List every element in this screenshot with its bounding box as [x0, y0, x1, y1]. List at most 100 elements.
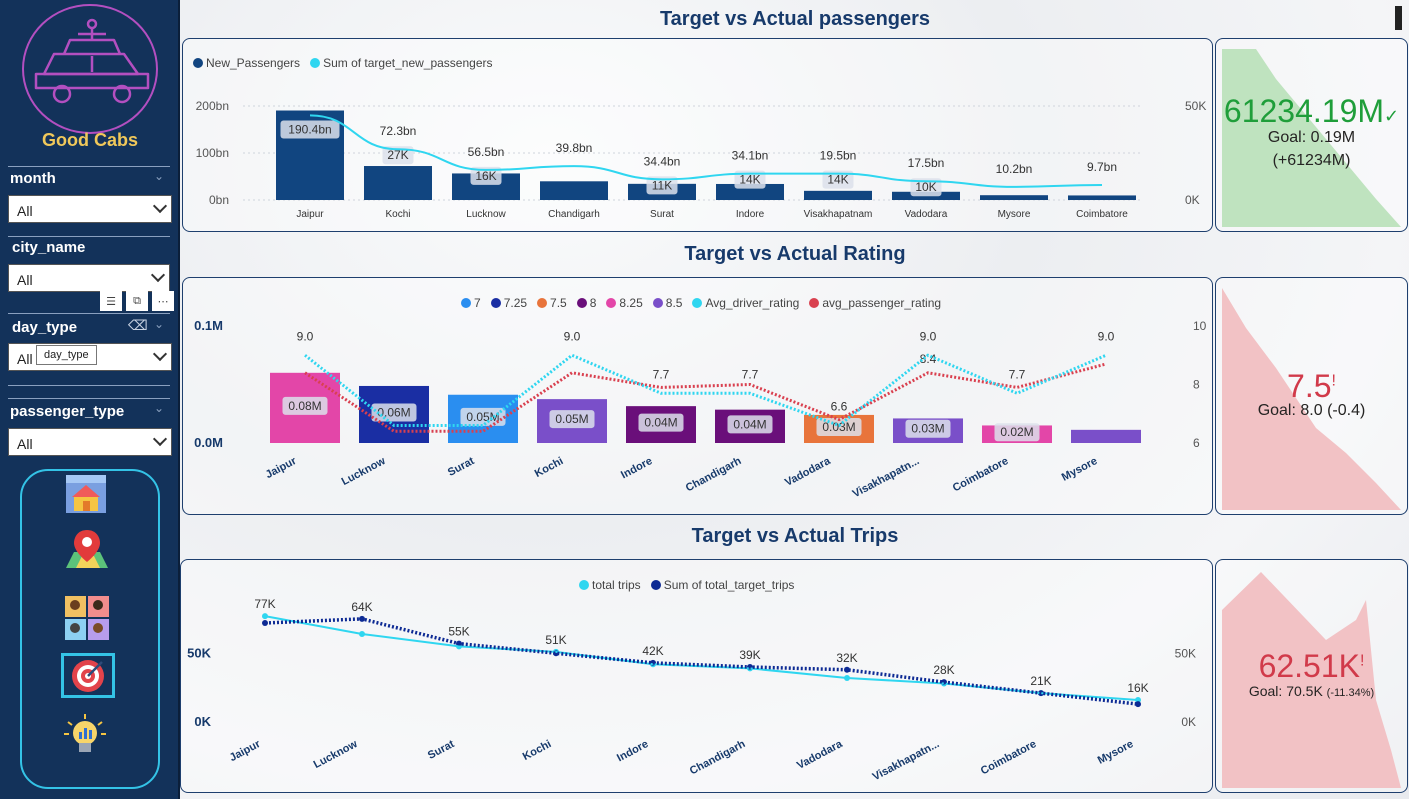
legend-label: avg_passenger_rating [822, 296, 942, 310]
trips-data-label: 55K [448, 625, 469, 639]
legend-swatch [576, 298, 587, 308]
rating-chart-card[interactable]: 7 7.25 7.5 8 8.25 8.5 Avg_driver_rating avg_pas… [182, 277, 1213, 515]
filter-icon[interactable]: ☰ [100, 291, 122, 311]
legend-item[interactable]: 7.25 [490, 296, 527, 310]
chevron-down-icon[interactable]: ⌄ [154, 169, 165, 183]
bar [1071, 429, 1141, 443]
legend-item[interactable]: Sum of total_target_trips [650, 578, 795, 592]
bar-data-label: 39.8bn [556, 141, 593, 155]
kpi-trend-area [1222, 572, 1401, 788]
passengers-icon[interactable] [64, 595, 112, 640]
kpi-trend-area [1222, 288, 1401, 510]
driver-data-label: 7.7 [653, 367, 670, 381]
x-tick-label: Jaipur [228, 738, 263, 764]
passengers-chart-card[interactable]: New_Passengers Sum of target_new_passeng… [182, 38, 1213, 232]
slicer-passenger-title: passenger_type [10, 403, 125, 420]
trips-line-chart: 0K 0K 50K 50K Jaipur 77K Lucknow 64K Surat 55K Koc… [187, 597, 1196, 783]
bar-data-label-bg [905, 419, 951, 438]
bar-data-label: 190.4bn [288, 123, 331, 137]
legend-item[interactable]: New_Passengers [193, 56, 300, 70]
page-navigation [20, 469, 160, 789]
city-dropdown[interactable]: All [8, 264, 170, 292]
legend-item[interactable]: Avg_driver_rating [692, 296, 799, 310]
legend-label: total trips [592, 578, 641, 592]
x-tick-label: Coimbatore [951, 455, 1011, 494]
rating-combo-chart: 0.0M 0.1M 6 8 10 Jaipur 0.08M 9.0 Lucknow 0.06M Su… [194, 318, 1207, 500]
chevron-down-icon [152, 198, 168, 214]
trips-data-label: 28K [933, 663, 954, 677]
legend-item[interactable]: 8.5 [652, 296, 683, 310]
target-data-label: 11K [652, 178, 672, 192]
map-pin-icon[interactable] [64, 526, 112, 570]
passengers-kpi-card[interactable]: 61234.19M✓ Goal: 0.19M (+61234M) [1215, 38, 1408, 232]
legend-item[interactable]: 7 [461, 296, 481, 310]
trips-data-label: 32K [836, 651, 857, 665]
divider [8, 398, 170, 399]
chevron-down-icon[interactable]: ⌄ [154, 401, 165, 415]
rating-legend: 7 7.25 7.5 8 8.25 8.5 Avg_driver_rating avg_pas… [461, 296, 941, 310]
x-tick-label: Visakhapatn... [851, 455, 922, 500]
passenger-type-dropdown[interactable]: All [8, 428, 172, 456]
insights-bulb-icon[interactable] [62, 712, 110, 756]
legend-label: New_Passengers [206, 56, 301, 70]
x-tick-label: Chandigarh [688, 738, 748, 777]
visual-header-icons: ☰ ⧉ ⋯ [100, 291, 174, 311]
trips-legend: total trips Sum of total_target_trips [579, 578, 794, 592]
home-icon[interactable] [64, 473, 112, 517]
y2-tick-label: 0K [1185, 193, 1200, 207]
legend-item[interactable]: 8.25 [606, 296, 643, 310]
target-data-label-bg [910, 178, 942, 197]
divider [8, 313, 170, 314]
bar-data-label: 34.4bn [644, 154, 681, 168]
warning-icon: ! [1359, 652, 1365, 670]
focus-mode-icon[interactable]: ⧉ [126, 291, 148, 311]
legend-label: 8.5 [665, 296, 683, 310]
more-options-icon[interactable]: ⋯ [152, 291, 174, 311]
warning-icon: ! [1331, 372, 1336, 390]
city-value: All [17, 272, 33, 288]
target-icon[interactable] [61, 653, 115, 698]
legend-item[interactable]: Sum of target_new_passengers [310, 56, 493, 70]
legend-item[interactable]: avg_passenger_rating [809, 296, 941, 310]
target-data-label-bg [646, 176, 678, 195]
bar [980, 195, 1048, 200]
trips-data-label: 77K [254, 597, 275, 611]
bar-data-label: 19.5bn [820, 149, 857, 163]
trips-kpi-card[interactable]: 62.51K! Goal: 70.5K (-11.34%) [1215, 559, 1408, 793]
passenger-type-value: All [17, 436, 33, 452]
chevron-down-icon[interactable]: ⌄ [154, 317, 165, 331]
legend-item[interactable]: 8 [576, 296, 596, 310]
legend-swatch [650, 580, 661, 590]
trips-chart-card[interactable]: total trips Sum of total_target_trips 0K… [180, 559, 1213, 793]
bar-data-label: 9.7bn [1087, 160, 1117, 174]
slicer-city-title: city_name [12, 239, 86, 256]
legend-item[interactable]: 7.5 [537, 296, 567, 310]
bar [540, 181, 608, 200]
target-data-label: 27K [387, 148, 408, 162]
scrollbar-thumb[interactable] [1395, 6, 1402, 30]
kpi-trend-area [1222, 49, 1401, 227]
target-series-line [309, 114, 1103, 188]
bar-data-label: 72.3bn [380, 124, 417, 138]
legend-item[interactable]: total trips [579, 578, 641, 592]
bar-data-label-bg [727, 415, 773, 434]
trips-data-label: 21K [1030, 674, 1051, 688]
bar-data-label: 56.5bn [468, 145, 505, 159]
legend-label: Sum of total_target_trips [663, 578, 795, 592]
trips-section-title: Target vs Actual Trips [691, 525, 899, 547]
slicer-month-title: month [10, 170, 56, 187]
clear-selection-icon[interactable]: ⌫ [128, 317, 148, 333]
passenger-rating-line [304, 362, 1107, 433]
x-tick-label: Indore [615, 738, 650, 764]
x-tick-label: Coimbatore [979, 738, 1039, 777]
kpi-goal-delta: (-11.34%) [1326, 687, 1375, 699]
bar [364, 166, 432, 200]
x-tick-label: Surat [650, 209, 674, 220]
y-tick-label: 0bn [209, 193, 229, 207]
divider [8, 236, 170, 237]
month-dropdown[interactable]: All [8, 195, 172, 223]
target-data-label: 16K [475, 169, 496, 183]
bar-data-label-bg [994, 423, 1040, 442]
x-tick-label: Vadodara [905, 209, 948, 220]
rating-kpi-card[interactable]: 7.5! Goal: 8.0 (-0.4) [1215, 277, 1408, 515]
